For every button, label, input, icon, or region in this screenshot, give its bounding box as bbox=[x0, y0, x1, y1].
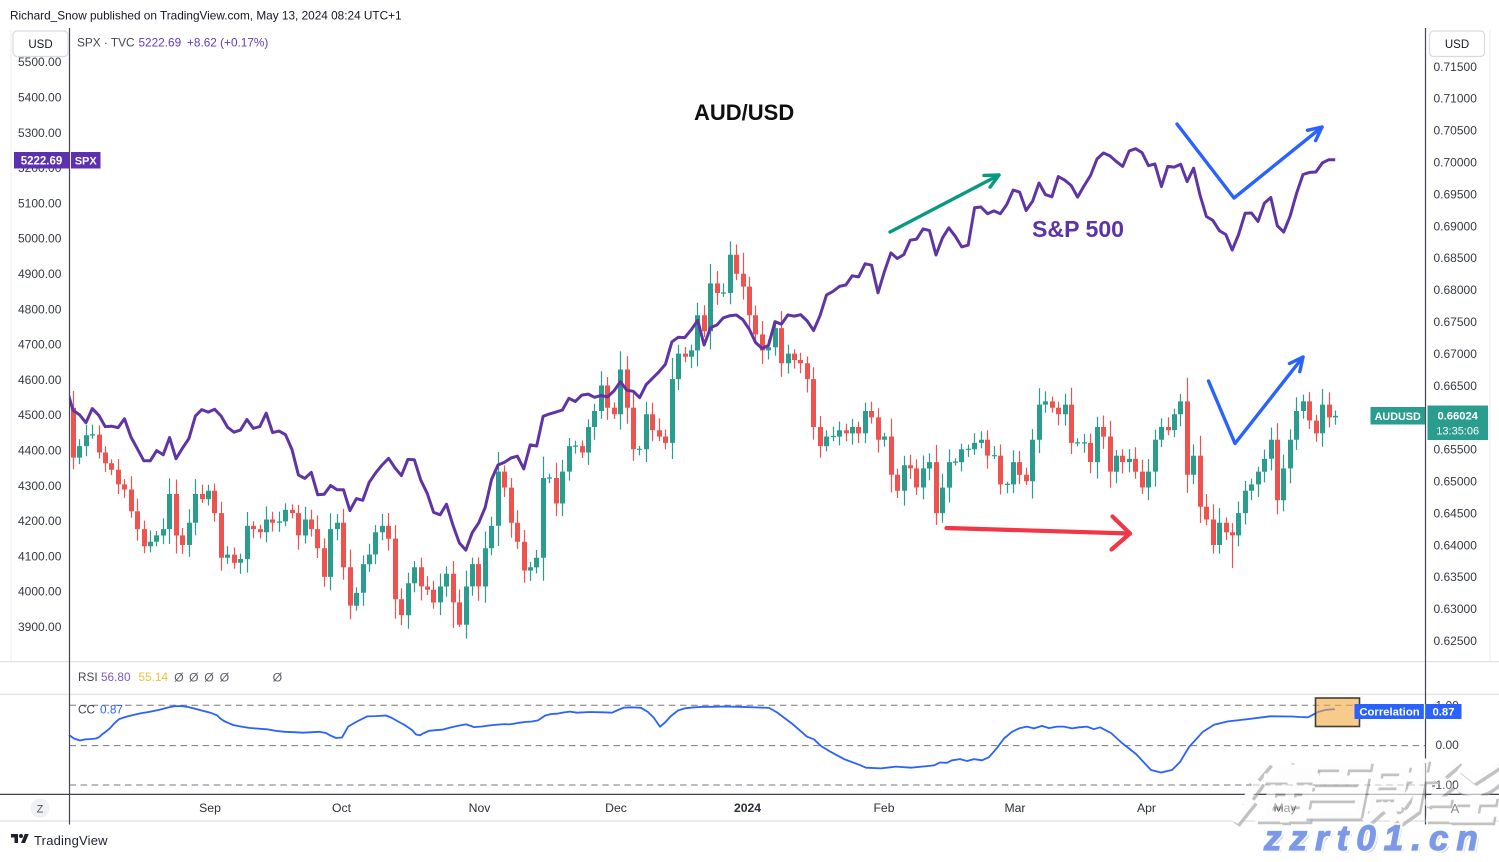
svg-text:RSI: RSI bbox=[78, 670, 98, 684]
svg-text:0.62500: 0.62500 bbox=[1434, 634, 1478, 648]
svg-text:5222.69: 5222.69 bbox=[21, 156, 63, 168]
svg-text:USD: USD bbox=[1445, 39, 1469, 51]
svg-text:Z: Z bbox=[37, 803, 44, 815]
svg-text:3900.00: 3900.00 bbox=[18, 620, 62, 634]
svg-text:AUDUSD: AUDUSD bbox=[1375, 411, 1421, 423]
svg-text:0.66500: 0.66500 bbox=[1434, 379, 1478, 393]
svg-text:5300.00: 5300.00 bbox=[18, 126, 62, 140]
svg-text:56.80: 56.80 bbox=[101, 670, 131, 684]
svg-text:5500.00: 5500.00 bbox=[18, 55, 62, 69]
svg-text:SPX · TVC: SPX · TVC bbox=[77, 36, 135, 50]
svg-text:0.71000: 0.71000 bbox=[1434, 92, 1478, 106]
svg-text:4500.00: 4500.00 bbox=[18, 408, 62, 422]
svg-text:0.63500: 0.63500 bbox=[1434, 570, 1478, 584]
svg-text:USD: USD bbox=[28, 39, 52, 51]
svg-text:4000.00: 4000.00 bbox=[18, 585, 62, 599]
svg-text:Ø: Ø bbox=[174, 670, 184, 684]
svg-text:0.71500: 0.71500 bbox=[1434, 60, 1478, 74]
svg-text:4400.00: 4400.00 bbox=[18, 444, 62, 458]
svg-text:+8.62 (+0.17%): +8.62 (+0.17%) bbox=[187, 36, 268, 50]
svg-text:0.87: 0.87 bbox=[1433, 707, 1455, 719]
svg-text:zzrt01.cn: zzrt01.cn bbox=[1263, 819, 1486, 857]
svg-text:Apr: Apr bbox=[1137, 801, 1156, 815]
svg-text:0.87: 0.87 bbox=[100, 703, 123, 717]
svg-text:0.64500: 0.64500 bbox=[1434, 506, 1478, 520]
svg-text:CC: CC bbox=[78, 703, 96, 717]
svg-text:4600.00: 4600.00 bbox=[18, 373, 62, 387]
svg-text:0.69500: 0.69500 bbox=[1434, 187, 1478, 201]
svg-text:55.14: 55.14 bbox=[139, 670, 169, 684]
svg-text:S&P 500: S&P 500 bbox=[1032, 216, 1124, 242]
svg-text:Mar: Mar bbox=[1005, 801, 1026, 815]
svg-text:4200.00: 4200.00 bbox=[18, 514, 62, 528]
svg-text:0.66024: 0.66024 bbox=[1437, 411, 1478, 423]
svg-text:AUD/USD: AUD/USD bbox=[694, 100, 794, 125]
svg-text:Ø: Ø bbox=[273, 670, 283, 684]
svg-text:0.70000: 0.70000 bbox=[1434, 156, 1478, 170]
svg-text:Richard_Snow published on Trad: Richard_Snow published on TradingView.co… bbox=[10, 9, 402, 23]
svg-text:13:35:06: 13:35:06 bbox=[1436, 426, 1479, 438]
svg-text:Feb: Feb bbox=[873, 801, 894, 815]
svg-text:4300.00: 4300.00 bbox=[18, 479, 62, 493]
svg-text:Oct: Oct bbox=[332, 801, 352, 815]
svg-text:0.65000: 0.65000 bbox=[1434, 475, 1478, 489]
svg-text:5400.00: 5400.00 bbox=[18, 91, 62, 105]
svg-text:4900.00: 4900.00 bbox=[18, 267, 62, 281]
svg-text:0.63000: 0.63000 bbox=[1434, 602, 1478, 616]
svg-text:0.00: 0.00 bbox=[1436, 738, 1460, 752]
svg-text:5100.00: 5100.00 bbox=[18, 196, 62, 210]
svg-text:zzrt01.cn: zzrt01.cn bbox=[1266, 822, 1489, 858]
svg-text:May: May bbox=[1273, 801, 1297, 815]
svg-text:2024: 2024 bbox=[734, 801, 761, 815]
svg-text:0.67500: 0.67500 bbox=[1434, 315, 1478, 329]
svg-text:Ø: Ø bbox=[204, 670, 214, 684]
svg-text:zzrt01.cn: zzrt01.cn bbox=[1263, 819, 1486, 857]
svg-text:Ø: Ø bbox=[189, 670, 199, 684]
svg-text:5000.00: 5000.00 bbox=[18, 232, 62, 246]
svg-text:A: A bbox=[1451, 801, 1460, 816]
svg-text:Dec: Dec bbox=[605, 801, 627, 815]
svg-text:5222.69: 5222.69 bbox=[139, 36, 182, 50]
svg-text:0.70500: 0.70500 bbox=[1434, 124, 1478, 138]
svg-text:-1.00: -1.00 bbox=[1432, 778, 1460, 792]
svg-text:4700.00: 4700.00 bbox=[18, 338, 62, 352]
svg-text:0.64000: 0.64000 bbox=[1434, 538, 1478, 552]
svg-text:Nov: Nov bbox=[469, 801, 492, 815]
svg-text:Correlation: Correlation bbox=[1359, 707, 1419, 719]
svg-text:0.68500: 0.68500 bbox=[1434, 251, 1478, 265]
svg-text:Ø: Ø bbox=[220, 670, 230, 684]
svg-text:0.65500: 0.65500 bbox=[1434, 443, 1478, 457]
svg-text:0.69000: 0.69000 bbox=[1434, 219, 1478, 233]
svg-text:Sep: Sep bbox=[199, 801, 221, 815]
svg-text:SPX: SPX bbox=[75, 156, 98, 168]
svg-text:4800.00: 4800.00 bbox=[18, 302, 62, 316]
svg-text:0.68000: 0.68000 bbox=[1434, 283, 1478, 297]
svg-text:0.67000: 0.67000 bbox=[1434, 347, 1478, 361]
svg-text:4100.00: 4100.00 bbox=[18, 549, 62, 563]
svg-text:TradingView: TradingView bbox=[34, 833, 108, 848]
